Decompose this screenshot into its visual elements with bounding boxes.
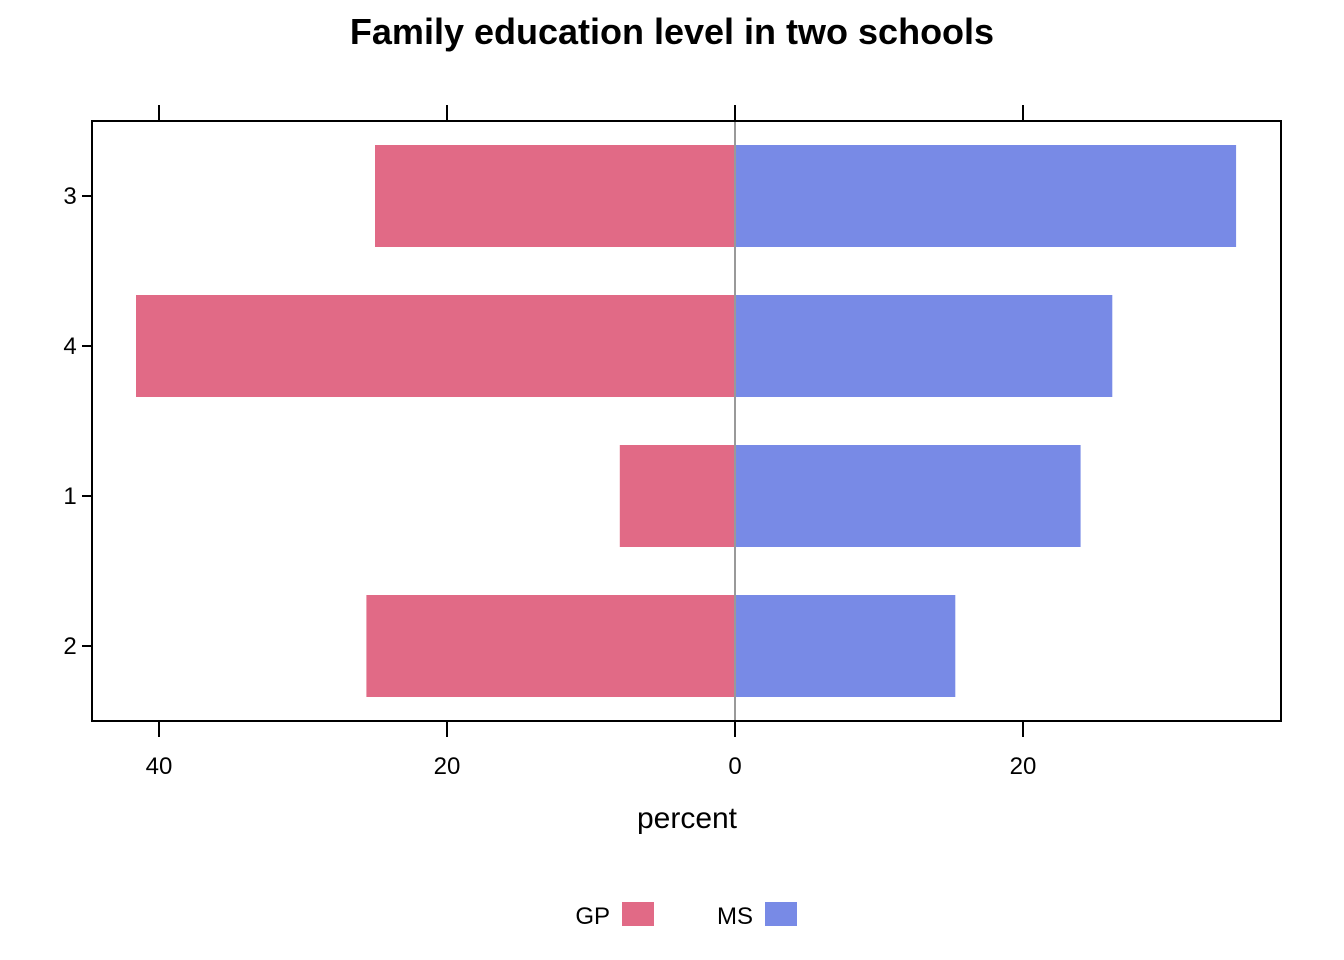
- legend-swatch-ms: [765, 902, 797, 926]
- x-tick-label-2: 0: [728, 753, 741, 780]
- bar-ms-4: [735, 295, 1113, 397]
- bar-gp-4: [136, 295, 735, 397]
- y-tick-label-2: 2: [63, 633, 76, 660]
- bottom-axis: 40 20 0 20: [146, 721, 1037, 780]
- y-tick-label-1: 1: [63, 483, 76, 510]
- legend-swatch-gp: [622, 902, 654, 926]
- bar-ms-2: [735, 595, 956, 697]
- plot-panel: [91, 120, 1282, 722]
- x-tick-label-1: 20: [434, 753, 461, 780]
- legend-label-gp: GP: [575, 903, 610, 930]
- bar-gp-1: [619, 445, 735, 547]
- chart-title: Family education level in two schools: [350, 11, 994, 52]
- bar-ms-1: [735, 445, 1081, 547]
- legend: GP MS: [575, 902, 797, 930]
- y-tick-label-4: 4: [63, 333, 76, 360]
- x-tick-label-0: 40: [146, 753, 173, 780]
- y-tick-label-3: 3: [63, 183, 76, 210]
- x-tick-label-3: 20: [1010, 753, 1037, 780]
- top-axis: [158, 105, 1024, 121]
- bar-ms-3: [735, 145, 1237, 247]
- bar-gp-2: [366, 595, 735, 697]
- legend-label-ms: MS: [717, 903, 753, 930]
- bars-layer: [136, 145, 1237, 697]
- bar-gp-3: [375, 145, 735, 247]
- x-axis-title: percent: [637, 802, 738, 835]
- y-axis: 3 4 1 2: [63, 183, 92, 660]
